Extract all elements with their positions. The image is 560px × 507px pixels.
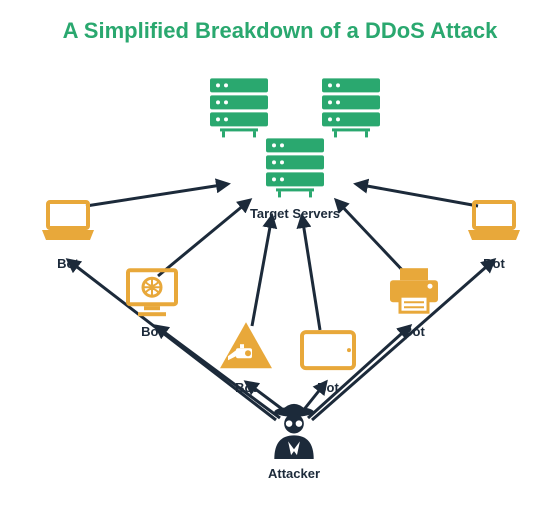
ddos-diagram: A Simplified Breakdown of a DDoS Attack	[0, 0, 560, 507]
bot-label: Bot	[141, 324, 163, 339]
arrow-bot-to-target	[302, 216, 320, 330]
attacker-icon	[264, 398, 324, 461]
attacker-label: Attacker	[268, 466, 320, 481]
printer-icon	[386, 266, 442, 316]
laptop-icon	[40, 200, 96, 242]
bot-label: Bot	[57, 256, 79, 271]
server-icon	[264, 138, 326, 199]
bot-label: Bot	[317, 380, 339, 395]
target-label: Target Servers	[250, 206, 340, 221]
camera-warning-icon	[218, 320, 274, 370]
arrow-bot-to-target	[252, 216, 272, 326]
arrow-bot-to-target	[86, 184, 228, 206]
bot-label: Bot	[403, 324, 425, 339]
server-icon	[208, 78, 270, 139]
bot-label: Bot	[235, 380, 257, 395]
browser-device-icon	[124, 268, 180, 318]
arrow-bot-to-target	[158, 200, 250, 276]
arrow-bot-to-target	[336, 200, 406, 274]
tablet-icon	[300, 330, 356, 370]
arrow-bot-to-target	[356, 184, 478, 206]
laptop-icon	[466, 200, 522, 242]
server-icon	[320, 78, 382, 139]
bot-label: Bot	[483, 256, 505, 271]
